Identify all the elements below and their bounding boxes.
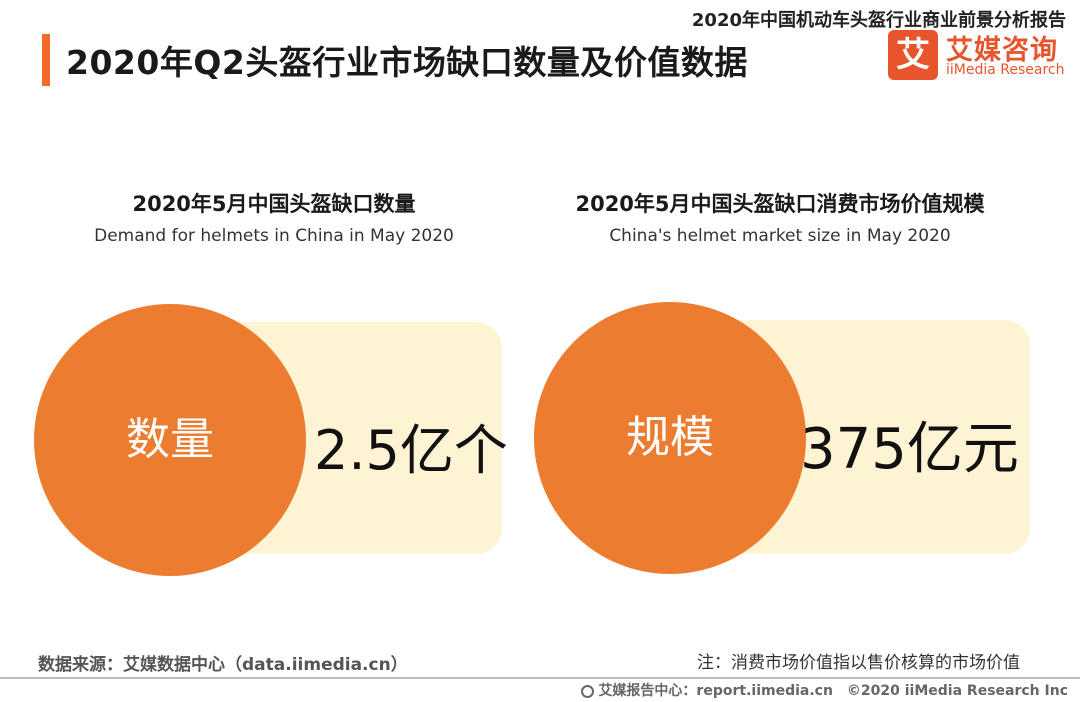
panel-title: 2020年5月中国头盔缺口消费市场价值规模 (575, 192, 985, 216)
panel-title: 2020年5月中国头盔缺口数量 (132, 192, 416, 216)
metric-value: 375亿元 (800, 417, 1019, 482)
panel-subtitle: Demand for helmets in China in May 2020 (94, 226, 454, 246)
logo-mark-icon: 艾 (888, 30, 938, 80)
helmet-market-value-panel: 2020年5月中国头盔缺口消费市场价值规模 China's helmet mar… (530, 180, 1030, 580)
panel-subtitle: China's helmet market size in May 2020 (609, 226, 951, 246)
logo-name-en: iiMedia Research (946, 62, 1065, 78)
logo-name-cn: 艾媒咨询 (946, 35, 1058, 66)
report-name: 2020年中国机动车头盔行业商业前景分析报告 (691, 10, 1066, 31)
iimedia-logo: 艾 艾媒咨询 iiMedia Research (888, 30, 1068, 84)
footer-divider (0, 677, 1080, 679)
metric-label-circle: 规模 (534, 302, 806, 574)
metric-label-circle: 数量 (34, 304, 306, 576)
page-title: 2020年Q2头盔行业市场缺口数量及价值数据 (66, 43, 748, 82)
metric-value: 2.5亿个 (314, 419, 508, 482)
footer-credit: 艾媒报告中心：report.iimedia.cn ©2020 iiMedia R… (581, 680, 1068, 700)
data-source: 数据来源：艾媒数据中心（data.iimedia.cn） (38, 655, 408, 675)
title-accent-bar (42, 34, 50, 86)
helmet-shortage-quantity-panel: 2020年5月中国头盔缺口数量 Demand for helmets in Ch… (24, 180, 524, 580)
footnote: 注：消费市场价值指以售价核算的市场价值 (697, 653, 1020, 673)
globe-icon (581, 685, 595, 698)
footer-text: 艾媒报告中心：report.iimedia.cn ©2020 iiMedia R… (598, 683, 1068, 699)
